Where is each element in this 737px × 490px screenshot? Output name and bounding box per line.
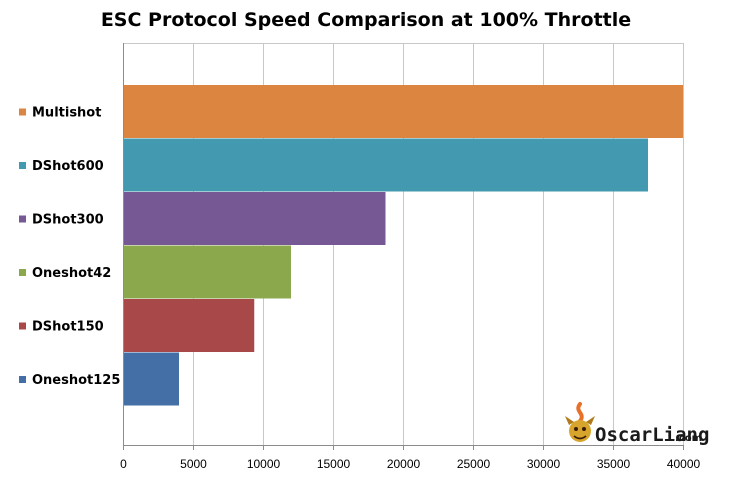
legend-swatch-multishot bbox=[19, 108, 26, 116]
x-tick-label-5: 25000 bbox=[457, 457, 491, 471]
x-tick-label-0: 0 bbox=[120, 457, 127, 471]
bar-dshot600 bbox=[124, 138, 648, 192]
x-tick-label-4: 20000 bbox=[387, 457, 421, 471]
bars bbox=[124, 85, 683, 406]
bar-dshot300 bbox=[124, 192, 386, 245]
bar-multishot bbox=[124, 85, 683, 138]
legend-label-dshot600: DShot600 bbox=[32, 159, 104, 174]
legend: Multishot DShot600 DShot300 Oneshot42 DShot1… bbox=[19, 106, 120, 388]
x-tick-label-2: 10000 bbox=[247, 457, 281, 471]
legend-swatch-dshot300 bbox=[19, 215, 26, 223]
x-tick-label-8: 40000 bbox=[667, 457, 701, 471]
bar-dshot150 bbox=[124, 299, 255, 352]
x-tick-label-3: 15000 bbox=[317, 457, 351, 471]
legend-swatch-dshot600 bbox=[19, 162, 26, 169]
legend-label-oneshot125: Oneshot125 bbox=[32, 373, 120, 388]
watermark: OscarLiang .com bbox=[565, 402, 709, 446]
watermark-text: OscarLiang bbox=[595, 424, 709, 446]
legend-swatch-oneshot42 bbox=[19, 269, 26, 276]
legend-swatch-dshot150 bbox=[19, 322, 26, 330]
bar-oneshot125 bbox=[124, 352, 179, 406]
x-tick-label-6: 30000 bbox=[527, 457, 561, 471]
x-tick-label-1: 5000 bbox=[180, 457, 207, 471]
watermark-suffix: .com bbox=[675, 433, 702, 444]
legend-swatch-oneshot125 bbox=[19, 376, 26, 383]
dragon-logo-icon bbox=[565, 402, 595, 442]
legend-label-dshot150: DShot150 bbox=[32, 320, 104, 335]
legend-label-oneshot42: Oneshot42 bbox=[32, 266, 111, 281]
x-axis: 0 5000 10000 15000 20000 25000 30000 35000 40000 bbox=[120, 43, 701, 471]
bar-oneshot42 bbox=[124, 245, 291, 299]
legend-label-multishot: Multishot bbox=[32, 106, 101, 121]
legend-label-dshot300: DShot300 bbox=[32, 213, 104, 228]
chart-title: ESC Protocol Speed Comparison at 100% Th… bbox=[101, 9, 631, 31]
x-tick-label-7: 35000 bbox=[597, 457, 631, 471]
